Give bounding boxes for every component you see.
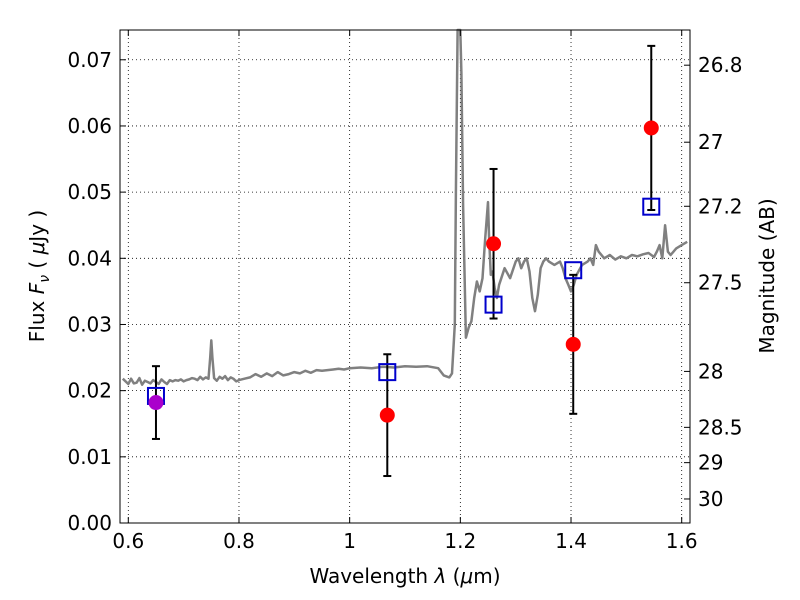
model-square	[642, 197, 661, 216]
y2-tick-label: 26.8	[698, 53, 743, 77]
y-tick-label: 0.07	[67, 48, 112, 72]
ticks: 0.6 0.8 1 1.2 1.4 1.6 0.00 0.01 0.02 0.03 0.04 0.05…	[67, 30, 743, 553]
spectrum-series	[121, 28, 688, 386]
error-bars	[151, 44, 656, 478]
x-tick-label: 0.8	[223, 529, 255, 553]
data-point	[486, 236, 502, 252]
data-point	[643, 120, 659, 136]
x-axis-label: Wavelength λ (μm)	[309, 564, 500, 588]
data-point	[148, 395, 164, 411]
y2-tick-label: 30	[698, 487, 723, 511]
plot-frame	[119, 29, 691, 524]
y2-axis-label: Magnitude (AB)	[755, 198, 779, 353]
data-point	[379, 407, 395, 423]
observed-points-series	[148, 120, 659, 423]
model-square	[378, 363, 397, 382]
data-point	[565, 336, 581, 352]
model-square	[564, 261, 583, 280]
model-square	[484, 295, 503, 314]
y-tick-label: 0.04	[67, 246, 112, 270]
y2-tick-label: 27.2	[698, 194, 743, 218]
y2-tick-label: 27	[698, 130, 723, 154]
spectrum-line	[121, 28, 688, 386]
y2-tick-label: 28.5	[698, 415, 743, 439]
x-tick-label: 0.6	[112, 529, 144, 553]
model-squares-series	[146, 197, 661, 405]
y2-tick-label: 27.5	[698, 271, 743, 295]
y-axis-label: Flux Fν ( μJy )	[25, 210, 53, 342]
x-tick-label: 1.2	[444, 529, 476, 553]
y-tick-label: 0.06	[67, 114, 112, 138]
y2-tick-label: 28	[698, 359, 723, 383]
y-tick-label: 0.01	[67, 445, 112, 469]
y-tick-label: 0.00	[67, 511, 112, 535]
x-tick-label: 1.4	[555, 529, 587, 553]
grid	[120, 30, 690, 524]
x-tick-label: 1	[343, 529, 356, 553]
x-tick-label: 1.6	[666, 529, 698, 553]
y-tick-label: 0.02	[67, 379, 112, 403]
y-tick-label: 0.05	[67, 180, 112, 204]
y2-tick-label: 29	[698, 451, 723, 475]
y-tick-label: 0.03	[67, 312, 112, 336]
